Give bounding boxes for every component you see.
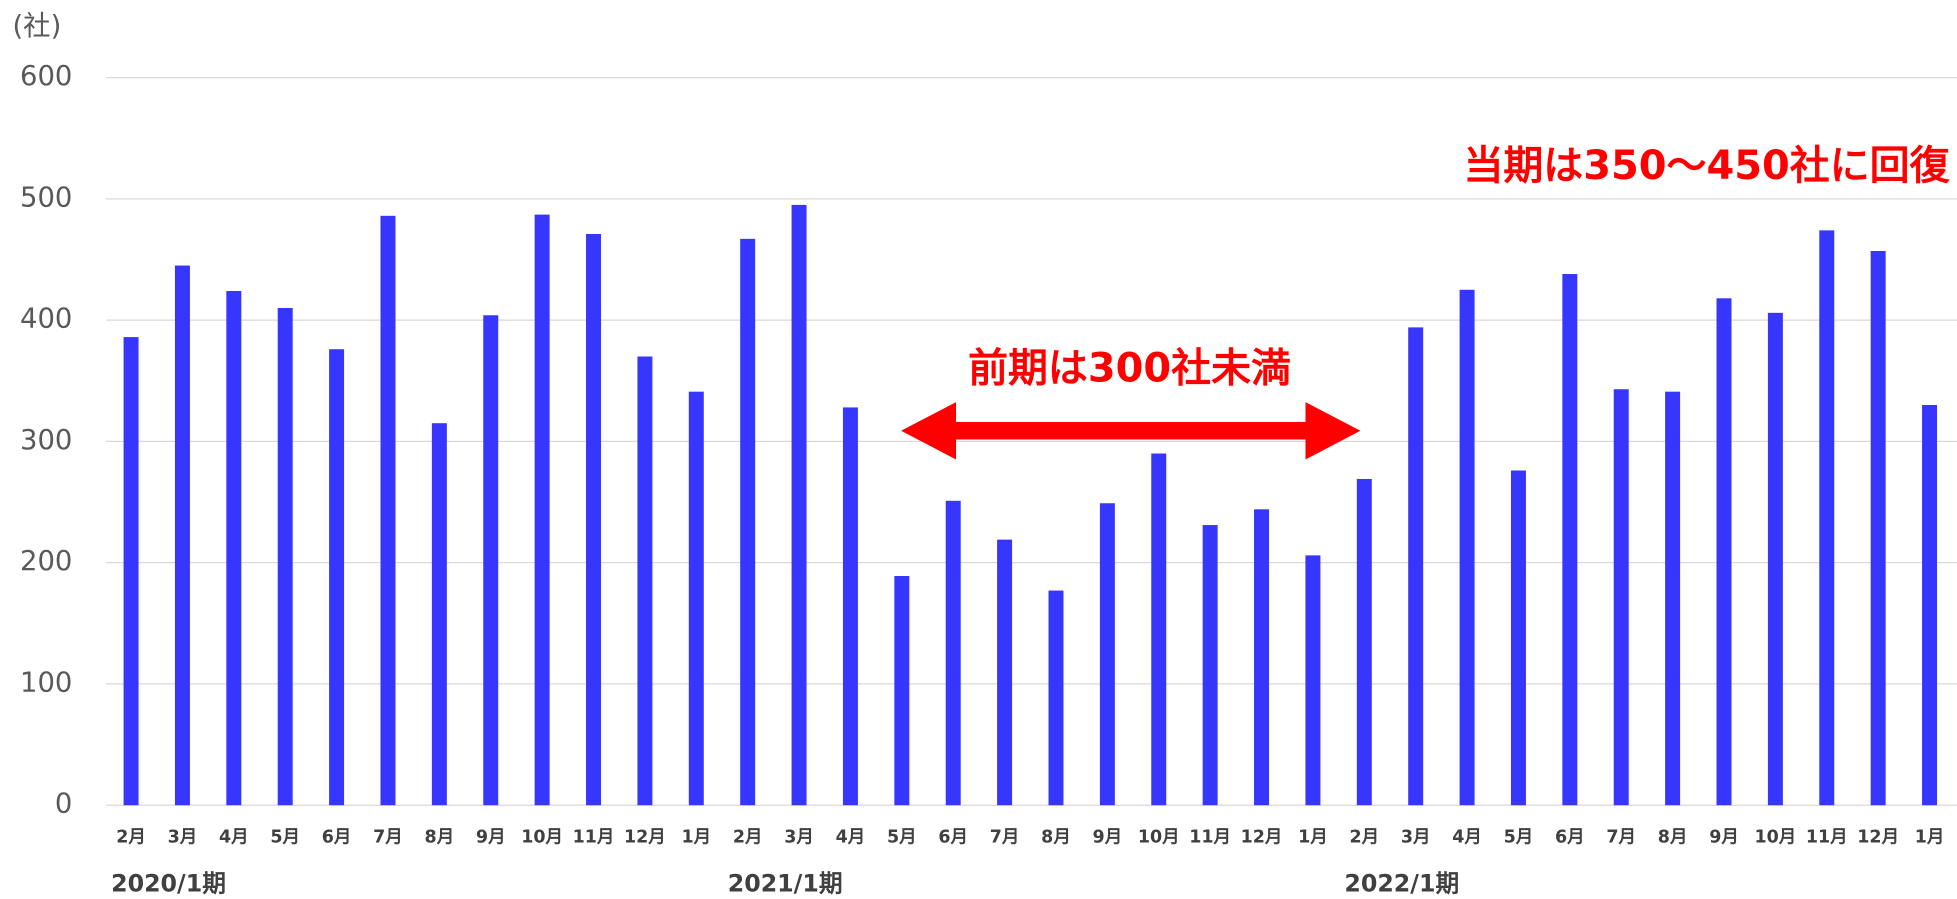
bar [1922,405,1938,806]
x-tick-label: 3月 [168,828,198,848]
bar [1665,391,1681,806]
y-tick-label: 300 [20,425,72,456]
x-tick-label: 8月 [1658,828,1688,848]
bar [1099,503,1115,806]
y-tick-label: 100 [20,667,72,698]
x-tick-label: 11月 [1806,828,1848,848]
x-tick-label: 10月 [521,828,563,848]
bar [1202,525,1218,806]
bar [1408,327,1424,806]
bar [945,500,961,806]
x-tick-label: 4月 [1452,828,1482,848]
x-tick-label: 1月 [1915,828,1945,848]
x-tick-label: 10月 [1138,828,1180,848]
x-group-label: 2021/1期 [728,870,843,898]
bar [688,391,704,806]
x-tick-label: 4月 [219,828,249,848]
x-tick-label: 2月 [1349,828,1379,848]
x-tick-label: 5月 [1504,828,1534,848]
x-tick-label: 12月 [1241,828,1283,848]
bar [1562,274,1578,806]
bar [174,265,190,806]
x-tick-label: 7月 [373,828,403,848]
bar [1716,298,1732,806]
bar [842,407,858,806]
x-tick-label: 10月 [1754,828,1796,848]
x-tick-label: 7月 [1606,828,1636,848]
bar [123,337,139,806]
x-tick-label: 6月 [322,828,352,848]
x-tick-label: 6月 [938,828,968,848]
bar [1356,478,1372,806]
x-tick-label: 8月 [425,828,455,848]
bar [1510,470,1526,806]
x-tick-label: 5月 [887,828,917,848]
x-tick-label: 1月 [1298,828,1328,848]
x-tick-label: 12月 [624,828,666,848]
bar [1151,453,1167,806]
bar [1459,289,1475,806]
bar [483,315,499,806]
x-group-label: 2020/1期 [111,870,226,898]
y-tick-label: 400 [20,304,72,335]
bar [534,214,550,806]
x-tick-label: 9月 [476,828,506,848]
bar [1819,230,1835,806]
bar [894,575,910,806]
bar [1870,250,1886,806]
annotation: 前期は300社未満 [968,345,1291,391]
bar [380,215,396,806]
x-group-label: 2022/1期 [1344,870,1459,898]
bar [277,307,293,806]
x-tick-label: 12月 [1857,828,1899,848]
bar [637,356,653,806]
bar [329,349,345,806]
x-tick-label: 2月 [733,828,763,848]
bar [226,291,242,806]
x-tick-label: 4月 [836,828,866,848]
arrow [901,402,1361,460]
y-tick-label: 200 [20,546,72,577]
bar [1767,312,1783,806]
x-tick-label: 11月 [573,828,615,848]
bar [1254,509,1270,806]
x-tick-label: 9月 [1093,828,1123,848]
x-tick-label: 7月 [990,828,1020,848]
x-tick-label: 3月 [784,828,814,848]
x-tick-label: 11月 [1189,828,1231,848]
bar [791,204,807,806]
bar [1048,590,1064,806]
bar [586,234,602,806]
x-tick-label: 6月 [1555,828,1585,848]
x-tick-label: 5月 [270,828,300,848]
x-tick-label: 8月 [1041,828,1071,848]
bar [431,423,447,806]
y-tick-label: 0 [55,789,72,820]
bar [740,238,756,806]
y-tick-label: 500 [20,182,72,213]
x-tick-label: 3月 [1401,828,1431,848]
bar [1613,389,1629,806]
x-tick-label: 9月 [1709,828,1739,848]
annotation: 当期は350〜450社に回復 [1463,143,1950,189]
bar [997,539,1013,806]
bar [1305,555,1321,806]
x-tick-label: 1月 [681,828,711,848]
y-tick-label: 600 [20,61,72,92]
x-tick-label: 2月 [116,828,146,848]
y-axis-label: (社) [12,11,61,42]
